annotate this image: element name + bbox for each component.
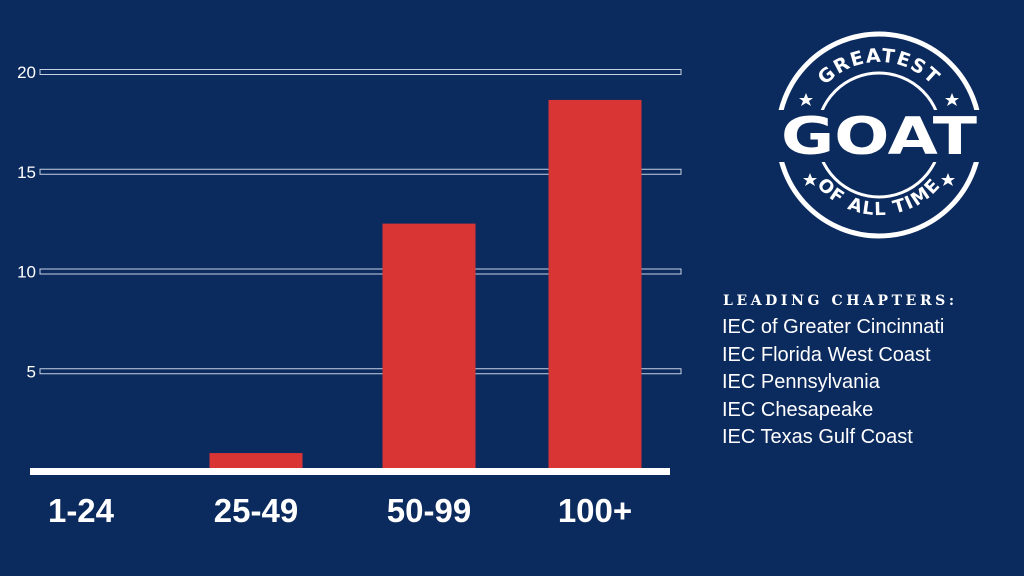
y-tick-label: 10 (17, 263, 36, 282)
goat-logo: GREATEST OF ALL TIME GOAT (774, 31, 984, 239)
chapter-item: IEC of Greater Cincinnati (722, 316, 945, 338)
chapter-item: IEC Pennsylvania (722, 371, 880, 393)
bar-chart: 5 10 15 20 1-24 25-49 50-99 100+ (17, 63, 682, 529)
bar (209, 453, 303, 471)
logo-top-text: GREATEST (814, 45, 945, 90)
bar (382, 223, 476, 471)
chapter-item: IEC Chesapeake (722, 398, 874, 421)
x-tick-label: 50-99 (387, 492, 471, 529)
y-tick-label: 15 (17, 163, 36, 182)
y-tick-label: 20 (17, 63, 36, 82)
bar (548, 99, 642, 472)
leading-chapters-title: LEADING CHAPTERS: (723, 293, 958, 309)
logo-banner (774, 110, 984, 162)
star-icon (803, 173, 817, 186)
gridline (39, 168, 682, 175)
x-axis-line (30, 468, 670, 475)
y-tick-label: 5 (27, 362, 36, 381)
gridline (39, 268, 682, 275)
x-tick-label: 1-24 (48, 492, 115, 529)
star-icon (941, 173, 955, 186)
gridline (39, 368, 682, 375)
star-icon (945, 93, 959, 106)
leading-chapters: LEADING CHAPTERS: IEC of Greater Cincinn… (722, 293, 958, 452)
x-tick-label: 25-49 (214, 492, 298, 529)
chapter-item: IEC Texas Gulf Coast (722, 426, 913, 448)
logo-main-text: GOAT (781, 107, 978, 167)
x-tick-label: 100+ (558, 492, 632, 529)
gridline (39, 69, 682, 75)
chapter-item: IEC Florida West Coast (722, 343, 931, 366)
star-icon (799, 93, 813, 106)
